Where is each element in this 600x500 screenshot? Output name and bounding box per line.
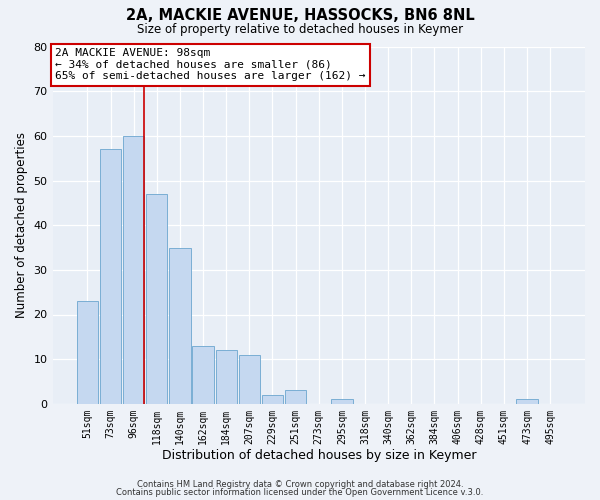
X-axis label: Distribution of detached houses by size in Keymer: Distribution of detached houses by size … — [161, 450, 476, 462]
Text: Size of property relative to detached houses in Keymer: Size of property relative to detached ho… — [137, 22, 463, 36]
Bar — [193, 346, 214, 404]
Bar — [146, 194, 167, 404]
Bar — [100, 149, 121, 404]
Text: Contains HM Land Registry data © Crown copyright and database right 2024.: Contains HM Land Registry data © Crown c… — [137, 480, 463, 489]
Text: Contains public sector information licensed under the Open Government Licence v.: Contains public sector information licen… — [116, 488, 484, 497]
Bar — [262, 395, 283, 404]
Bar — [123, 136, 145, 404]
Bar — [77, 301, 98, 404]
Text: 2A, MACKIE AVENUE, HASSOCKS, BN6 8NL: 2A, MACKIE AVENUE, HASSOCKS, BN6 8NL — [125, 8, 475, 22]
Bar — [285, 390, 306, 404]
Bar — [517, 400, 538, 404]
Y-axis label: Number of detached properties: Number of detached properties — [15, 132, 28, 318]
Bar — [215, 350, 237, 404]
Bar — [331, 400, 353, 404]
Bar — [169, 248, 191, 404]
Bar — [239, 354, 260, 404]
Text: 2A MACKIE AVENUE: 98sqm
← 34% of detached houses are smaller (86)
65% of semi-de: 2A MACKIE AVENUE: 98sqm ← 34% of detache… — [55, 48, 366, 82]
